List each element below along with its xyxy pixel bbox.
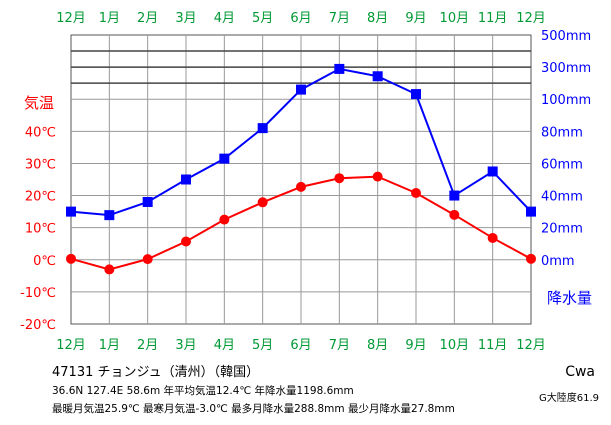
month-label-top: 12月 bbox=[516, 11, 546, 26]
month-label-top: 9月 bbox=[405, 11, 426, 26]
month-label-top: 6月 bbox=[290, 11, 311, 26]
temperature-point bbox=[372, 171, 383, 182]
month-label-bottom: 4月 bbox=[214, 338, 235, 353]
month-label-top: 1月 bbox=[99, 11, 120, 26]
precipitation-tick-label: 80mm bbox=[541, 125, 583, 140]
month-label-top: 2月 bbox=[137, 11, 158, 26]
precipitation-point bbox=[334, 63, 345, 74]
precipitation-point bbox=[411, 89, 421, 100]
temperature-point bbox=[142, 254, 153, 265]
month-label-top: 3月 bbox=[175, 11, 196, 26]
month-label-bottom: 12月 bbox=[516, 338, 546, 353]
temperature-point bbox=[219, 214, 230, 225]
month-label-top: 5月 bbox=[252, 11, 273, 26]
temperature-axis-label: 気温 bbox=[24, 94, 54, 112]
temperature-tick-label: 40℃ bbox=[25, 125, 56, 140]
month-label-bottom: 2月 bbox=[137, 338, 158, 353]
precipitation-point bbox=[449, 190, 460, 201]
temperature-point bbox=[181, 236, 191, 247]
precipitation-point bbox=[372, 71, 383, 82]
month-label-top: 4月 bbox=[214, 11, 235, 26]
precipitation-point bbox=[487, 166, 498, 177]
temperature-point bbox=[66, 253, 76, 264]
month-label-bottom: 7月 bbox=[329, 338, 350, 353]
temperature-tick-label: 30℃ bbox=[25, 157, 56, 172]
precipitation-tick-label: 300mm bbox=[541, 61, 591, 76]
temperature-point bbox=[257, 197, 268, 208]
temperature-point bbox=[104, 264, 115, 275]
month-label-bottom: 9月 bbox=[405, 338, 426, 353]
month-label-bottom: 8月 bbox=[367, 338, 388, 353]
precipitation-tick-label: 40mm bbox=[541, 190, 583, 205]
precipitation-tick-label: 500mm bbox=[541, 29, 591, 44]
precipitation-point bbox=[219, 153, 230, 164]
precipitation-tick-label: 100mm bbox=[541, 93, 591, 108]
month-label-bottom: 10月 bbox=[440, 338, 470, 353]
month-label-top: 7月 bbox=[329, 11, 350, 26]
temperature-point bbox=[449, 209, 460, 220]
month-label-bottom: 11月 bbox=[478, 338, 508, 353]
month-label-bottom: 1月 bbox=[99, 338, 120, 353]
precipitation-point bbox=[526, 206, 536, 217]
temperature-point bbox=[334, 173, 345, 184]
temperature-point bbox=[487, 232, 498, 243]
precipitation-point bbox=[66, 206, 76, 217]
precipitation-axis-label: 降水量 bbox=[547, 289, 592, 307]
temperature-tick-label: 0℃ bbox=[33, 254, 56, 269]
month-label-top: 10月 bbox=[440, 11, 470, 26]
month-label-bottom: 3月 bbox=[175, 338, 196, 353]
precipitation-tick-label: 0mm bbox=[541, 254, 575, 269]
temperature-point bbox=[411, 187, 421, 198]
month-label-top: 8月 bbox=[367, 11, 388, 26]
precipitation-point bbox=[104, 210, 115, 221]
month-label-bottom: 12月 bbox=[56, 338, 86, 353]
temperature-point bbox=[526, 253, 536, 264]
temperature-point bbox=[296, 181, 306, 192]
precipitation-point bbox=[296, 84, 306, 95]
precipitation-point bbox=[142, 196, 153, 207]
precipitation-tick-label: 20mm bbox=[541, 222, 583, 237]
precipitation-point bbox=[181, 174, 191, 185]
temperature-tick-label: 10℃ bbox=[25, 222, 56, 237]
month-label-top: 11月 bbox=[478, 11, 508, 26]
month-label-bottom: 6月 bbox=[290, 338, 311, 353]
precipitation-tick-label: 60mm bbox=[541, 157, 583, 172]
month-label-top: 12月 bbox=[56, 11, 86, 26]
precipitation-point bbox=[257, 123, 268, 134]
temperature-tick-label: -20℃ bbox=[20, 318, 56, 333]
month-label-bottom: 5月 bbox=[252, 338, 273, 353]
temperature-tick-label: 20℃ bbox=[25, 190, 56, 205]
temperature-tick-label: -10℃ bbox=[20, 286, 56, 301]
